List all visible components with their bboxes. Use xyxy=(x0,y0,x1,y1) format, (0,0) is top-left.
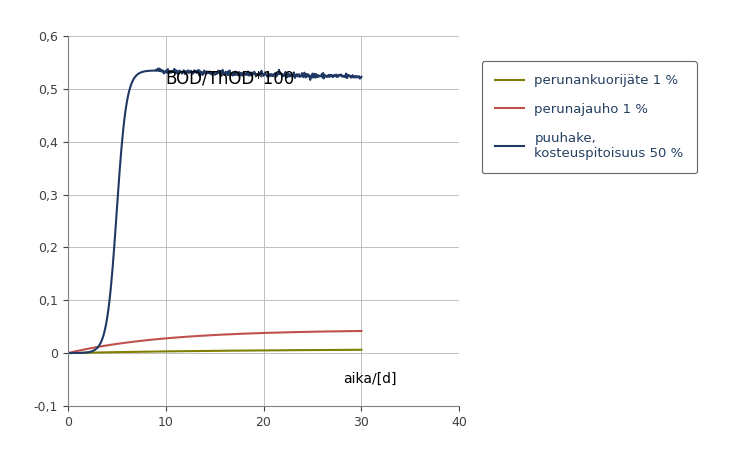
perunankuorijäte 1 % xyxy=(222,348,231,354)
Legend: perunankuorijäte 1 %, perunajauho 1 %, puuhake,
kosteuspitoisuus 50 %: perunankuorijäte 1 %, perunajauho 1 %, p… xyxy=(482,61,697,173)
perunankuorijäte 1 % xyxy=(357,347,366,353)
perunajauho 1 % xyxy=(357,328,366,334)
Line: puuhake,
kosteuspitoisuus 50 %: puuhake, kosteuspitoisuus 50 % xyxy=(68,69,361,353)
puuhake,
kosteuspitoisuus 50 % xyxy=(63,350,72,356)
Text: BOD/ThOD*100: BOD/ThOD*100 xyxy=(166,69,295,87)
puuhake,
kosteuspitoisuus 50 % xyxy=(155,66,164,71)
puuhake,
kosteuspitoisuus 50 % xyxy=(205,69,214,74)
puuhake,
kosteuspitoisuus 50 % xyxy=(350,73,359,78)
perunajauho 1 % xyxy=(63,350,72,356)
perunankuorijäte 1 % xyxy=(205,348,214,354)
puuhake,
kosteuspitoisuus 50 % xyxy=(223,72,232,77)
puuhake,
kosteuspitoisuus 50 % xyxy=(203,71,212,76)
perunajauho 1 % xyxy=(304,329,313,335)
perunajauho 1 % xyxy=(222,331,231,337)
puuhake,
kosteuspitoisuus 50 % xyxy=(304,74,313,79)
puuhake,
kosteuspitoisuus 50 % xyxy=(239,70,248,76)
perunankuorijäte 1 % xyxy=(304,347,313,353)
Text: aika/[d]: aika/[d] xyxy=(343,372,397,386)
perunankuorijäte 1 % xyxy=(350,347,359,353)
Line: perunankuorijäte 1 %: perunankuorijäte 1 % xyxy=(68,350,361,353)
perunankuorijäte 1 % xyxy=(63,350,72,356)
perunajauho 1 % xyxy=(350,328,359,334)
perunajauho 1 % xyxy=(238,331,247,336)
perunankuorijäte 1 % xyxy=(238,348,247,353)
puuhake,
kosteuspitoisuus 50 % xyxy=(357,74,366,79)
perunajauho 1 % xyxy=(203,333,212,338)
Line: perunajauho 1 %: perunajauho 1 % xyxy=(68,331,361,353)
perunankuorijäte 1 % xyxy=(203,348,212,354)
perunajauho 1 % xyxy=(205,332,214,338)
